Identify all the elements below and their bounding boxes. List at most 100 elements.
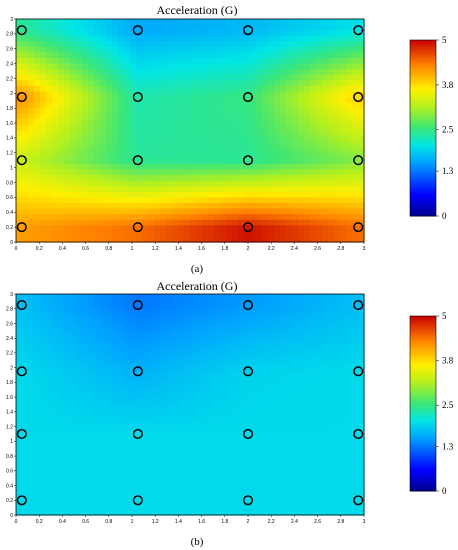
heat-cell (142, 305, 149, 312)
heat-cell (130, 191, 137, 198)
heat-cell (82, 158, 89, 165)
colorbar-tick-label: 2.5 (442, 400, 454, 410)
heat-cell (298, 202, 305, 210)
heat-cell (22, 437, 29, 444)
heat-cell (154, 119, 161, 126)
heat-cell (160, 338, 167, 345)
heat-cell (52, 180, 59, 187)
heat-cell (142, 191, 149, 198)
heat-cell (160, 108, 167, 115)
heat-cell (142, 387, 149, 395)
heat-cell (286, 191, 293, 198)
heat-cell (310, 509, 317, 516)
heat-cell (52, 63, 59, 70)
heat-cell (316, 63, 323, 70)
heat-cell (190, 305, 197, 312)
heat-cell (166, 19, 173, 26)
heat-cell (100, 74, 107, 81)
x-tick-label: 0.6 (82, 246, 89, 252)
heat-cell (88, 509, 95, 516)
heat-cell (142, 492, 149, 500)
heat-cell (256, 410, 263, 417)
colorbar-band (410, 379, 436, 383)
heat-cell (358, 141, 365, 148)
heat-cell (328, 169, 335, 176)
heat-cell (244, 113, 251, 120)
heat-cell (334, 102, 341, 109)
heat-cell (64, 398, 71, 406)
heat-cell (352, 74, 359, 81)
heat-cell (40, 74, 47, 81)
heat-cell (118, 41, 125, 48)
heat-cell (232, 74, 239, 81)
heat-cell (40, 24, 47, 31)
heat-cell (286, 85, 293, 93)
heat-cell (262, 19, 269, 26)
heat-cell (64, 343, 71, 350)
colorbar-band (410, 320, 436, 324)
heat-cell (316, 498, 323, 505)
heat-cell (304, 102, 311, 109)
heat-cell (166, 208, 173, 215)
heat-cell (238, 191, 245, 198)
heat-cell (64, 202, 71, 210)
heat-cell (322, 487, 329, 494)
heat-cell (298, 354, 305, 361)
heat-cell (346, 80, 353, 87)
heat-cell (346, 305, 353, 312)
heat-cell (238, 130, 245, 137)
heat-cell (262, 91, 269, 98)
heat-cell (202, 437, 209, 444)
heat-cell (358, 41, 365, 48)
heat-cell (136, 52, 143, 59)
heat-cell (148, 102, 155, 109)
heat-cell (172, 214, 179, 221)
heat-cell (58, 354, 65, 361)
heat-cell (94, 35, 101, 42)
heat-cell (334, 310, 341, 317)
heat-cell (52, 343, 59, 350)
heat-cell (172, 481, 179, 488)
heat-cell (148, 426, 155, 433)
heat-cell (286, 225, 293, 232)
heat-cell (316, 141, 323, 148)
heat-cell (106, 415, 113, 422)
heat-cell (118, 85, 125, 93)
heat-cell (88, 443, 95, 450)
heat-cell (268, 46, 275, 54)
heat-cell (310, 69, 317, 76)
heat-cell (340, 163, 347, 171)
heat-cell (280, 487, 287, 494)
heat-cell (316, 454, 323, 461)
heat-cell (256, 481, 263, 488)
heat-cell (202, 349, 209, 356)
heat-cell (322, 476, 329, 483)
heat-cell (334, 163, 341, 171)
heat-cell (298, 113, 305, 120)
heat-cell (106, 376, 113, 384)
heat-cell (316, 448, 323, 455)
heat-cell (28, 492, 35, 500)
heat-cell (238, 186, 245, 193)
heat-cell (310, 35, 317, 42)
heat-cell (238, 141, 245, 148)
heat-cell (358, 387, 365, 395)
heat-cell (124, 119, 131, 126)
heat-cell (178, 349, 185, 356)
heat-cell (46, 327, 53, 334)
heat-cell (130, 327, 137, 334)
heat-cell (88, 30, 95, 37)
heat-cell (16, 410, 23, 417)
heat-cell (310, 371, 317, 378)
heat-cell (100, 147, 107, 154)
heat-cell (94, 152, 101, 159)
heat-cell (274, 498, 281, 505)
heat-cell (136, 305, 143, 312)
heat-cell (250, 136, 257, 143)
heat-cell (16, 487, 23, 494)
heat-cell (316, 459, 323, 466)
heat-cell (256, 437, 263, 444)
heat-cell (346, 24, 353, 31)
heat-cell (232, 343, 239, 350)
heat-cell (136, 321, 143, 328)
